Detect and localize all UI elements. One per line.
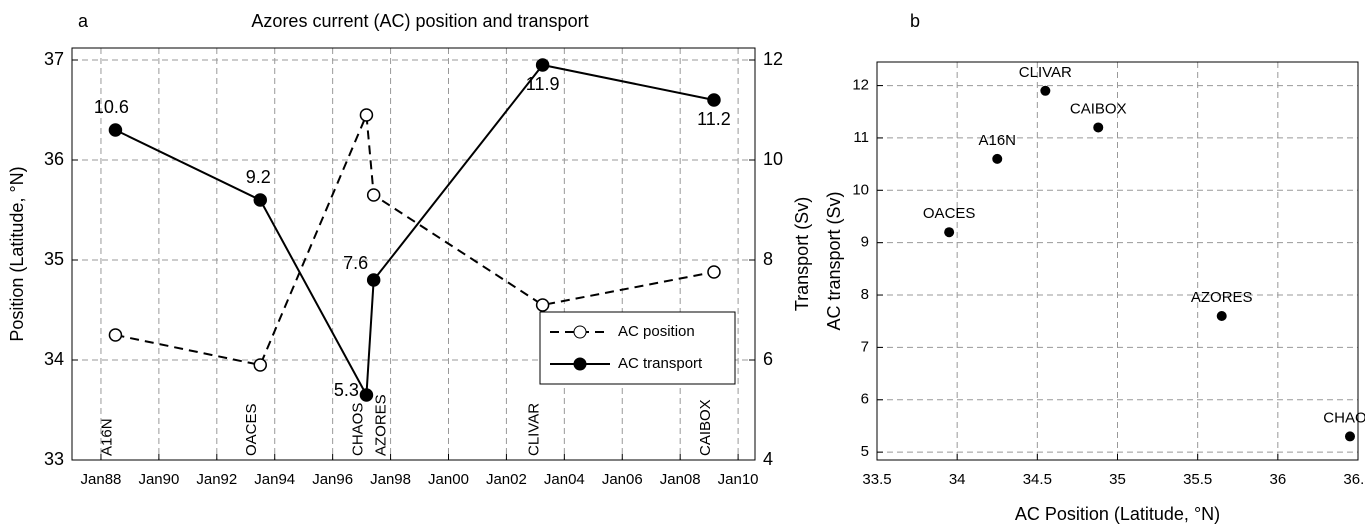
legend-marker xyxy=(573,357,587,371)
y-tick-label: 5 xyxy=(861,443,869,460)
x-tick-label: Jan04 xyxy=(544,471,585,488)
point-label: A16N xyxy=(978,132,1016,149)
x-tick-label: 34.5 xyxy=(1023,471,1052,488)
data-point xyxy=(1040,85,1051,96)
x-tick-label: 35 xyxy=(1109,471,1126,488)
point-label: OACES xyxy=(923,205,976,222)
x-tick-label: 34 xyxy=(949,471,966,488)
y2-axis-label: Transport (Sv) xyxy=(792,197,812,311)
data-label: 10.6 xyxy=(94,97,129,117)
data-label: 5.3 xyxy=(334,380,359,400)
y-tick-label: 6 xyxy=(861,391,869,408)
legend-label: AC position xyxy=(618,323,695,340)
data-point xyxy=(707,93,721,107)
y-tick-label: 33 xyxy=(44,449,64,469)
point-label: CAIBOX xyxy=(1070,100,1127,117)
data-point xyxy=(359,388,374,402)
category-label: AZORES xyxy=(373,394,390,456)
x-tick-label: Jan94 xyxy=(254,471,295,488)
x-tick-label: Jan88 xyxy=(81,471,122,488)
y2-tick-label: 8 xyxy=(763,249,773,269)
data-point xyxy=(253,193,267,207)
panel-label: b xyxy=(910,11,920,31)
x-tick-label: Jan96 xyxy=(312,471,353,488)
y-tick-label: 37 xyxy=(44,49,64,69)
y-tick-label: 11 xyxy=(853,129,869,146)
x-tick-label: Jan90 xyxy=(138,471,179,488)
data-point xyxy=(944,227,955,238)
data-point xyxy=(108,328,123,342)
data-point xyxy=(535,58,550,72)
x-tick-label: 35.5 xyxy=(1183,471,1212,488)
x-axis-label: AC Position (Latitude, °N) xyxy=(1015,504,1220,524)
data-point xyxy=(1216,310,1227,321)
y2-tick-label: 4 xyxy=(763,449,773,469)
y2-tick-label: 10 xyxy=(763,149,783,169)
plot-frame xyxy=(71,47,756,461)
point-label: CHAOS xyxy=(1323,409,1365,426)
y-tick-label: 9 xyxy=(861,234,869,251)
x-tick-label: 33.5 xyxy=(862,471,891,488)
y-axis-label: Position (Latitude, °N) xyxy=(7,166,27,341)
series-line xyxy=(115,114,715,367)
x-tick-label: 36.5 xyxy=(1343,471,1365,488)
category-label: CLIVAR xyxy=(526,403,543,456)
y-tick-label: 7 xyxy=(861,338,869,355)
category-label: OACES xyxy=(243,403,260,456)
data-label: 11.2 xyxy=(697,109,731,129)
legend-marker xyxy=(573,325,587,339)
category-label: CAIBOX xyxy=(697,399,714,456)
x-tick-label: Jan92 xyxy=(196,471,237,488)
y-tick-label: 35 xyxy=(44,249,64,269)
y-tick-label: 34 xyxy=(44,349,64,369)
legend-box xyxy=(539,311,736,385)
y-tick-label: 10 xyxy=(852,181,869,198)
category-label: CHAOS xyxy=(349,403,366,456)
y-tick-label: 8 xyxy=(861,286,869,303)
data-point xyxy=(707,265,721,279)
data-point xyxy=(1093,122,1104,133)
y2-tick-label: 12 xyxy=(763,49,783,69)
point-label: CLIVAR xyxy=(1019,64,1072,81)
data-point xyxy=(359,108,374,122)
data-point xyxy=(1344,431,1355,442)
data-label: 9.2 xyxy=(246,167,271,187)
y-tick-label: 12 xyxy=(852,77,869,94)
y2-tick-label: 6 xyxy=(763,349,773,369)
data-point xyxy=(535,298,550,312)
x-tick-label: Jan98 xyxy=(370,471,411,488)
x-tick-label: Jan10 xyxy=(718,471,759,488)
panel-label: a xyxy=(78,11,89,31)
data-point xyxy=(253,358,267,372)
x-tick-label: Jan08 xyxy=(660,471,701,488)
x-tick-label: Jan02 xyxy=(486,471,527,488)
x-tick-label: Jan00 xyxy=(428,471,469,488)
data-label: 7.6 xyxy=(343,253,368,273)
data-point xyxy=(108,123,123,137)
data-label: 11.9 xyxy=(526,74,560,94)
data-point xyxy=(992,153,1003,164)
point-label: AZORES xyxy=(1191,289,1253,306)
legend-label: AC transport xyxy=(618,355,703,372)
data-point xyxy=(366,273,381,287)
series-line xyxy=(115,63,715,399)
plot-frame xyxy=(876,61,1359,461)
y-axis-label: AC transport (Sv) xyxy=(824,191,844,330)
category-label: A16N xyxy=(98,418,115,456)
y-tick-label: 36 xyxy=(44,149,64,169)
x-tick-label: Jan06 xyxy=(602,471,643,488)
data-point xyxy=(366,188,381,202)
x-tick-label: 36 xyxy=(1269,471,1286,488)
chart-title: Azores current (AC) position and transpo… xyxy=(251,11,588,31)
